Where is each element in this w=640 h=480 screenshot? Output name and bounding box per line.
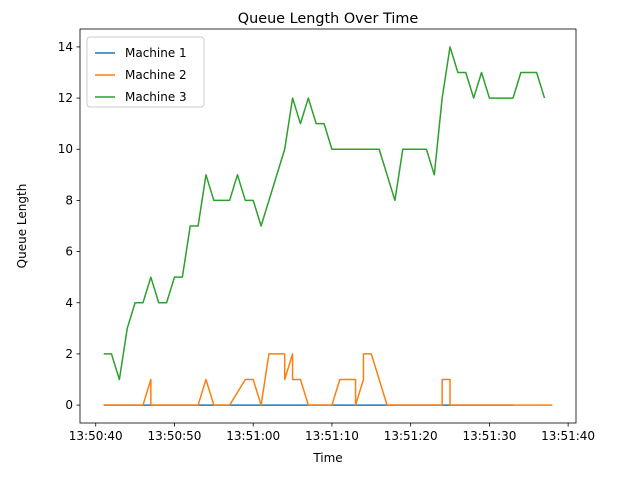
x-tick-label: 13:51:20 [384,429,438,443]
x-tick-label: 13:51:30 [462,429,516,443]
x-tick-label: 13:51:40 [541,429,595,443]
x-axis-ticks: 13:50:40 13:50:50 13:51:00 13:51:10 13:51:20… [69,423,595,443]
y-tick-label: 2 [65,347,73,361]
x-tick-label: 13:50:50 [148,429,202,443]
plot-frame [79,28,577,424]
legend-label: Machine 1 [125,46,187,60]
legend-label: Machine 3 [125,90,187,104]
y-tick-label: 10 [58,142,73,156]
plot-layer [103,46,553,406]
x-axis-label: Time [312,451,342,465]
chart-title: Queue Length Over Time [238,11,419,27]
series-line-2 [103,353,553,406]
y-tick-label: 0 [65,398,73,412]
x-tick-label: 13:50:40 [69,429,123,443]
y-tick-label: 4 [65,296,73,310]
y-axis-ticks: 0 2 4 6 8 10 12 14 [58,40,80,412]
legend-label: Machine 2 [125,68,187,82]
y-tick-label: 6 [65,245,73,259]
series-line-3 [103,46,546,381]
y-axis-label: Queue Length [15,184,29,269]
y-tick-label: 12 [58,91,73,105]
y-tick-label: 8 [65,193,73,207]
legend-box [86,36,205,108]
legend: Machine 1 Machine 2 Machine 3 [86,36,205,108]
x-tick-label: 13:51:10 [305,429,359,443]
y-tick-label: 14 [58,40,73,54]
x-tick-label: 13:51:00 [226,429,280,443]
